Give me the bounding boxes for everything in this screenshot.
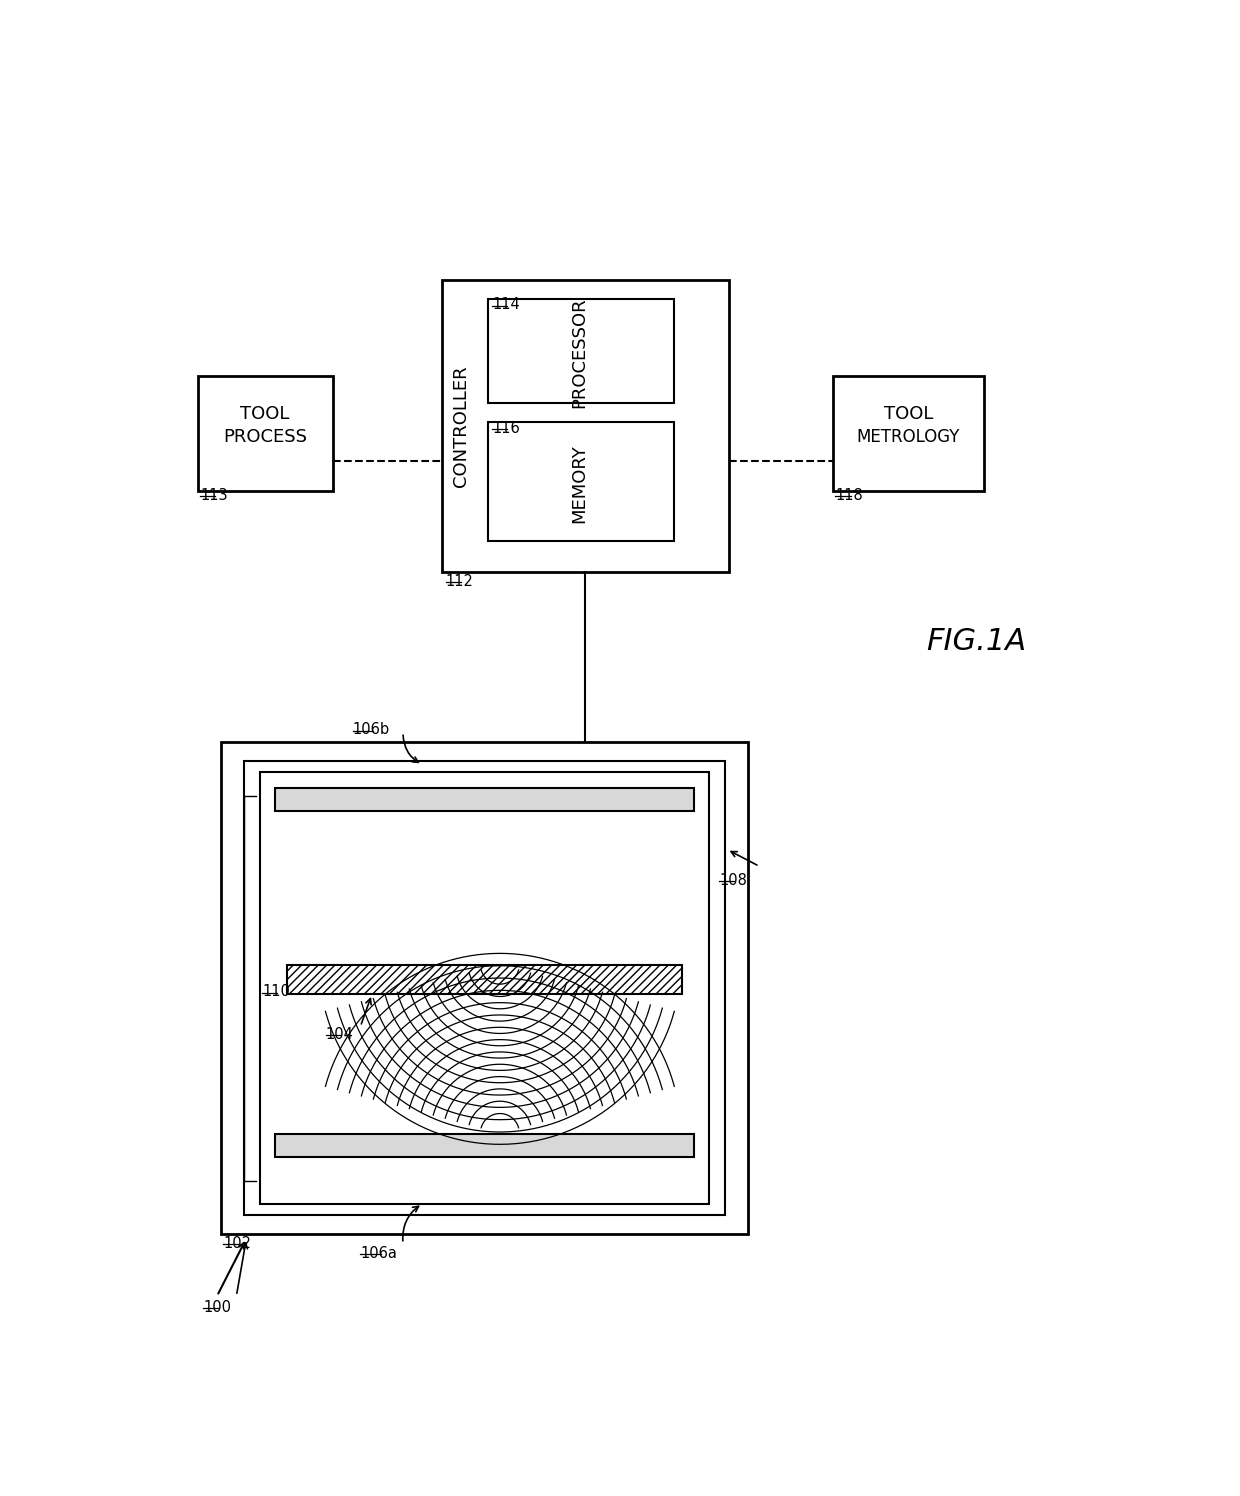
Text: 116: 116 bbox=[492, 420, 520, 435]
Text: 108: 108 bbox=[719, 872, 746, 887]
Text: 100: 100 bbox=[203, 1300, 231, 1315]
Text: 110: 110 bbox=[262, 984, 290, 999]
Bar bbox=[197, 375, 334, 491]
Text: 112: 112 bbox=[445, 574, 474, 589]
Text: MEMORY: MEMORY bbox=[570, 444, 589, 524]
Bar bbox=[489, 422, 675, 542]
Text: 118: 118 bbox=[836, 488, 863, 503]
Text: PROCESS: PROCESS bbox=[223, 428, 308, 446]
Bar bbox=[244, 761, 724, 1215]
Text: 106a: 106a bbox=[361, 1246, 397, 1261]
Text: CONTROLLER: CONTROLLER bbox=[453, 365, 470, 486]
Bar bbox=[275, 1134, 693, 1158]
Bar bbox=[259, 772, 709, 1204]
Text: 106b: 106b bbox=[352, 723, 389, 738]
Bar bbox=[286, 965, 682, 995]
Bar bbox=[489, 299, 675, 402]
Text: 113: 113 bbox=[200, 488, 228, 503]
Text: 102: 102 bbox=[223, 1236, 252, 1251]
Text: METROLOGY: METROLOGY bbox=[857, 428, 960, 446]
Bar bbox=[833, 375, 985, 491]
Text: TOOL: TOOL bbox=[884, 405, 932, 423]
Text: 104: 104 bbox=[325, 1026, 353, 1041]
Bar bbox=[221, 742, 748, 1234]
Text: PROCESSOR: PROCESSOR bbox=[570, 298, 589, 408]
Text: FIG.1A: FIG.1A bbox=[926, 627, 1027, 657]
Text: TOOL: TOOL bbox=[241, 405, 290, 423]
Bar bbox=[441, 280, 729, 573]
Bar bbox=[275, 788, 693, 811]
Text: 114: 114 bbox=[492, 298, 520, 313]
